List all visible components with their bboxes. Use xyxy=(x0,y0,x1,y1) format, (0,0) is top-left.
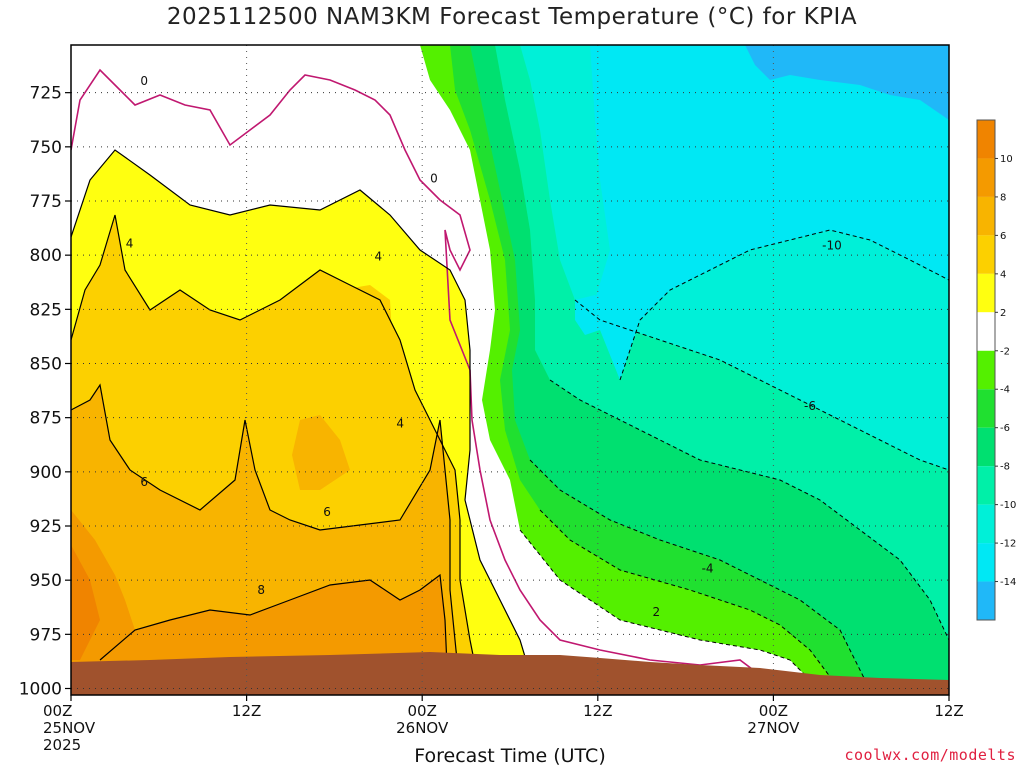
contour-label: 0 xyxy=(140,74,148,88)
colorbar-swatch xyxy=(977,350,995,390)
y-tick-label: 725 xyxy=(30,84,62,104)
band-6-8 xyxy=(71,510,448,690)
contour-label: 6 xyxy=(140,475,148,489)
x-tick-label: 27NOV xyxy=(747,719,800,737)
y-tick-label: 925 xyxy=(30,517,62,537)
contour-neg2c xyxy=(519,529,821,691)
band-neg14 xyxy=(745,45,949,120)
colorbar-swatch xyxy=(977,273,995,313)
y-tick-label: 1000 xyxy=(19,680,62,700)
contour-neg6c xyxy=(529,459,871,691)
cold-pocket xyxy=(575,295,605,335)
contour-neg4c xyxy=(539,509,841,691)
contour-label: -6 xyxy=(804,399,816,413)
colorbar: 10 8 6 4 2 -2 -4 -6 -8 -10 -12 -14 xyxy=(976,119,1016,621)
contour-6c xyxy=(71,383,461,691)
band-8-10 xyxy=(71,545,100,660)
x-tick-label: 12Z xyxy=(934,702,963,720)
colorbar-label: 2 xyxy=(1000,308,1006,319)
colorbar-label: -6 xyxy=(1000,423,1010,434)
contour-label: 6 xyxy=(323,505,331,519)
colorbar-swatch xyxy=(977,543,995,582)
colorbar-swatch xyxy=(977,120,995,159)
contour-4c-b xyxy=(71,214,481,691)
x-tick-label: 12Z xyxy=(232,702,261,720)
y-tick-label: 825 xyxy=(30,300,62,320)
band-neg12-neg14 xyxy=(590,45,949,380)
colorbar-swatch xyxy=(977,466,995,505)
colorbar-swatch xyxy=(977,196,995,236)
contour-label: 0 xyxy=(430,172,438,186)
x-tick-label: 00Z xyxy=(43,702,72,720)
y-tick-label: 975 xyxy=(30,625,62,645)
ground-terrain xyxy=(71,652,949,695)
contour-neg12c xyxy=(619,229,949,381)
contour-label: 4 xyxy=(396,416,404,430)
y-axis: 725 750 775 800 825 850 875 900 925 950 975 1000 xyxy=(19,84,71,700)
colorbar-label: -4 xyxy=(1000,385,1010,396)
contour-4c xyxy=(71,149,536,691)
colorbar-label: -12 xyxy=(1000,539,1016,550)
colorbar-swatch xyxy=(977,312,995,351)
colorbar-label: -8 xyxy=(1000,462,1010,473)
x-tick-label: 25NOV xyxy=(43,719,96,737)
y-tick-label: 750 xyxy=(30,138,62,158)
y-tick-label: 900 xyxy=(30,463,62,483)
contour-label: 8 xyxy=(257,583,265,597)
contour-label: 4 xyxy=(374,250,382,264)
contour-label: -10 xyxy=(822,239,842,253)
x-tick-label: 00Z xyxy=(408,702,437,720)
x-tick-label: 2025 xyxy=(43,736,81,754)
y-tick-label: 875 xyxy=(30,409,62,429)
contour-label: 4 xyxy=(126,237,134,251)
contour-neg8c xyxy=(549,379,949,641)
colorbar-swatch xyxy=(977,235,995,274)
colorbar-swatch xyxy=(977,581,995,620)
colorbar-label: 10 xyxy=(1000,154,1013,165)
credit-link[interactable]: coolwx.com/modelts xyxy=(844,746,1016,764)
contour-label: 2 xyxy=(653,605,661,619)
colorbar-label: -14 xyxy=(1000,577,1016,588)
contour-neg10c xyxy=(574,299,949,471)
colorbar-swatch xyxy=(977,504,995,544)
contour-label: -4 xyxy=(702,562,714,576)
x-tick-label: 00Z xyxy=(759,702,788,720)
colorbar-label: 8 xyxy=(1000,192,1006,203)
warm-pocket xyxy=(292,415,350,490)
colorbar-label: -10 xyxy=(1000,500,1016,511)
contour-8c xyxy=(99,573,449,691)
colorbar-swatch xyxy=(977,389,995,428)
plot-frame xyxy=(70,44,950,696)
colorbar-label: 6 xyxy=(1000,231,1006,242)
contour-0c xyxy=(71,68,761,676)
chart-title: 2025112500 NAM3KM Forecast Temperature (… xyxy=(166,4,858,30)
y-tick-label: 775 xyxy=(30,192,62,212)
colorbar-swatch xyxy=(977,158,995,197)
x-tick-label: 26NOV xyxy=(396,719,449,737)
colorbar-label: 4 xyxy=(1000,269,1006,280)
x-tick-label: 12Z xyxy=(583,702,612,720)
y-tick-label: 850 xyxy=(30,355,62,375)
y-tick-label: 950 xyxy=(30,571,62,591)
colorbar-frame xyxy=(976,119,996,621)
y-tick-label: 800 xyxy=(30,246,62,266)
colorbar-label: -2 xyxy=(1000,346,1010,357)
x-axis-label: Forecast Time (UTC) xyxy=(414,745,606,767)
colorbar-swatch xyxy=(977,427,995,467)
contour-labels: 0 0 4 4 4 6 6 8 -10 -6 -4 2 xyxy=(126,74,842,619)
